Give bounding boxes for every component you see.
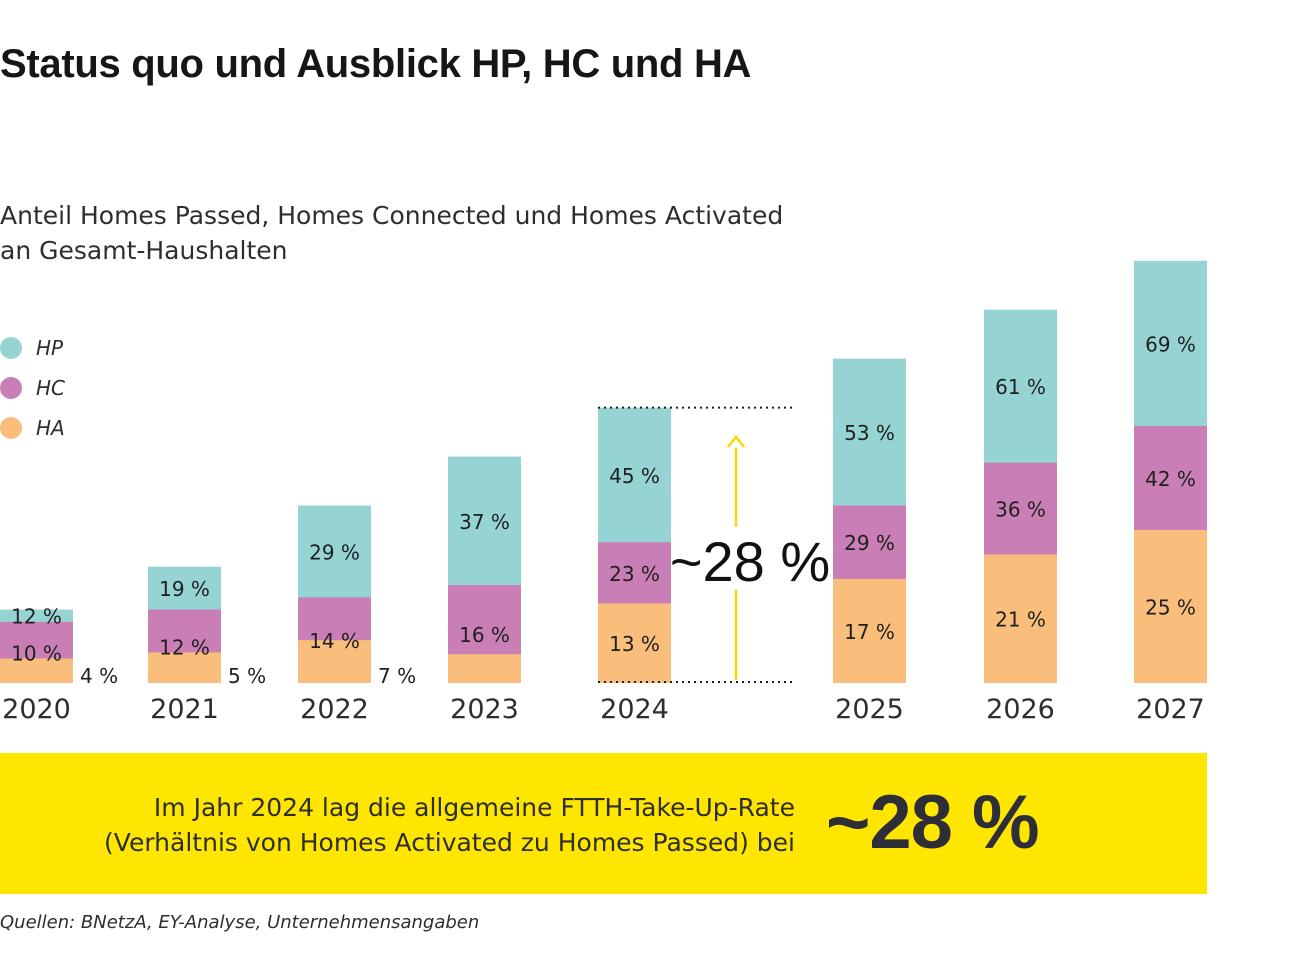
- legend-dot-ha: [0, 417, 22, 439]
- label-ha-2026: 21 %: [995, 608, 1046, 632]
- bar-ha-2020: [0, 658, 73, 683]
- bar-ha-2024: [598, 603, 671, 683]
- label-hc-2020: 10 %: [11, 641, 62, 665]
- bar-ha-2023: [448, 654, 521, 683]
- banner-text: Im Jahr 2024 lag die allgemeine FTTH-Tak…: [104, 790, 795, 860]
- label-hp-2020: 12 %: [11, 605, 62, 629]
- bar-chart: 12 % 10 % 4 % 2020 19 % 12 % 5 % 2021 29 % 14 % 7 …: [0, 260, 1207, 725]
- label-hc-2021: 12 %: [159, 635, 210, 659]
- bar-ha-2022: [298, 640, 371, 683]
- legend-dot-hp: [0, 337, 22, 359]
- label-hp-2023: 37 %: [459, 510, 510, 534]
- label-hp-2024: 45 %: [609, 464, 660, 488]
- annotation-label: ~28 %: [670, 530, 830, 593]
- bar-ha-2025: [833, 578, 906, 683]
- x-tick-2025: 2025: [835, 694, 904, 725]
- subtitle-line-2: an Gesamt-Haushalten: [0, 236, 288, 265]
- x-tick-2021: 2021: [150, 694, 219, 725]
- banner-line-2: (Verhältnis von Homes Activated zu Homes…: [104, 828, 795, 857]
- banner-line-1: Im Jahr 2024 lag die allgemeine FTTH-Tak…: [153, 793, 795, 822]
- label-hp-2026: 61 %: [995, 375, 1046, 399]
- legend-label-hp: HP: [36, 336, 64, 360]
- label-ha-2025: 17 %: [844, 620, 895, 644]
- label-hc-2027: 42 %: [1145, 467, 1196, 491]
- x-tick-2020: 2020: [2, 694, 71, 725]
- legend-dot-hc: [0, 377, 22, 399]
- take-up-rate-banner: Im Jahr 2024 lag die allgemeine FTTH-Tak…: [0, 753, 1207, 894]
- label-hc-2025: 29 %: [844, 531, 895, 555]
- x-tick-2022: 2022: [300, 694, 369, 725]
- label-ha-2022: 7 %: [378, 664, 416, 688]
- label-ha-2027: 25 %: [1145, 596, 1196, 620]
- banner-value: ~28 %: [826, 780, 1040, 865]
- subtitle-line-1: Anteil Homes Passed, Homes Connected und…: [0, 201, 784, 230]
- label-hp-2027: 69 %: [1145, 332, 1196, 356]
- label-hc-2024: 23 %: [609, 562, 660, 586]
- legend-label-hc: HC: [36, 376, 65, 400]
- legend-label-ha: HA: [36, 416, 65, 440]
- label-hc-2022: 14 %: [309, 629, 360, 653]
- x-tick-2026: 2026: [986, 694, 1055, 725]
- label-hp-2025: 53 %: [844, 421, 895, 445]
- x-tick-2024: 2024: [600, 694, 669, 725]
- x-tick-2027: 2027: [1136, 694, 1205, 725]
- page-title: Status quo und Ausblick HP, HC und HA: [0, 42, 752, 86]
- annotation-arrow-head: [727, 434, 745, 448]
- label-hc-2026: 36 %: [995, 498, 1046, 522]
- label-ha-2020: 4 %: [80, 664, 118, 688]
- source-note: Quellen: BNetzA, EY-Analyse, Unternehmen…: [0, 912, 480, 933]
- label-hp-2021: 19 %: [159, 577, 210, 601]
- label-ha-2021: 5 %: [228, 664, 266, 688]
- label-hc-2023: 16 %: [459, 623, 510, 647]
- bar-ha-2027: [1134, 530, 1207, 683]
- x-tick-2023: 2023: [450, 694, 519, 725]
- chart-subtitle: Anteil Homes Passed, Homes Connected und…: [0, 198, 900, 268]
- bar-ha-2021: [148, 652, 221, 683]
- label-ha-2024: 13 %: [609, 632, 660, 656]
- bar-ha-2026: [984, 554, 1057, 683]
- label-hp-2022: 29 %: [309, 540, 360, 564]
